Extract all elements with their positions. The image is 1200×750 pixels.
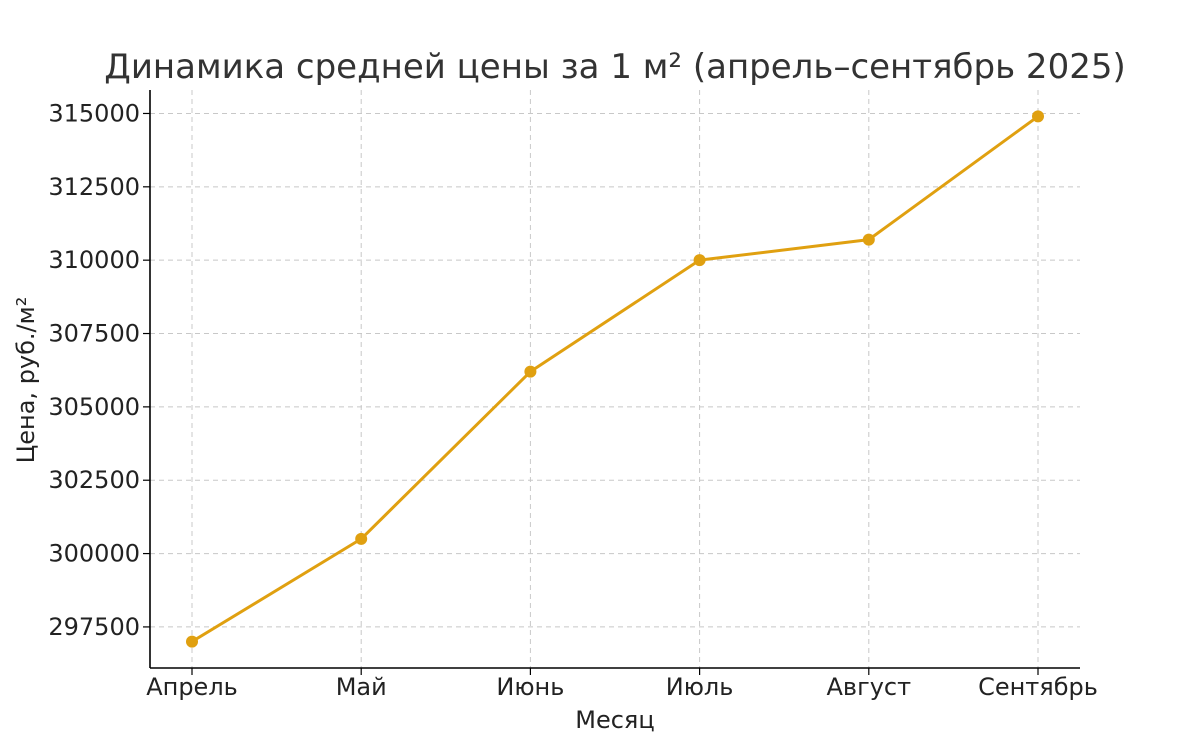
y-axis-label: Цена, руб./м² bbox=[12, 297, 40, 464]
data-point bbox=[524, 365, 537, 378]
y-tick-label: 297500 bbox=[48, 613, 140, 641]
y-tick-label: 307500 bbox=[48, 320, 140, 348]
series bbox=[186, 110, 1044, 648]
data-point bbox=[862, 233, 875, 246]
x-tick-label: Сентябрь bbox=[978, 673, 1098, 701]
y-tick-label: 305000 bbox=[48, 393, 140, 421]
ticks: Апрель Май Июнь Июль Август Сентябрь 297500 300… bbox=[48, 99, 1098, 701]
grid bbox=[150, 90, 1080, 668]
x-tick-label: Май bbox=[336, 673, 387, 701]
x-axis-label: Месяц bbox=[575, 706, 654, 734]
y-tick-label: 312500 bbox=[48, 173, 140, 201]
chart-title: Динамика средней цены за 1 м² (апрель–се… bbox=[104, 47, 1125, 87]
y-tick-label: 300000 bbox=[48, 540, 140, 568]
series-line bbox=[191, 115, 1039, 643]
x-tick-label: Июль bbox=[666, 673, 734, 701]
y-tick-label: 310000 bbox=[48, 246, 140, 274]
data-point bbox=[1032, 110, 1044, 123]
y-tick-label: 302500 bbox=[48, 466, 140, 494]
data-point bbox=[355, 532, 368, 545]
data-point bbox=[186, 635, 198, 648]
x-tick-label: Август bbox=[827, 673, 912, 701]
data-point bbox=[693, 254, 706, 267]
y-tick-label: 315000 bbox=[48, 99, 140, 127]
x-tick-label: Июнь bbox=[496, 673, 564, 701]
x-tick-label: Апрель bbox=[146, 673, 238, 701]
